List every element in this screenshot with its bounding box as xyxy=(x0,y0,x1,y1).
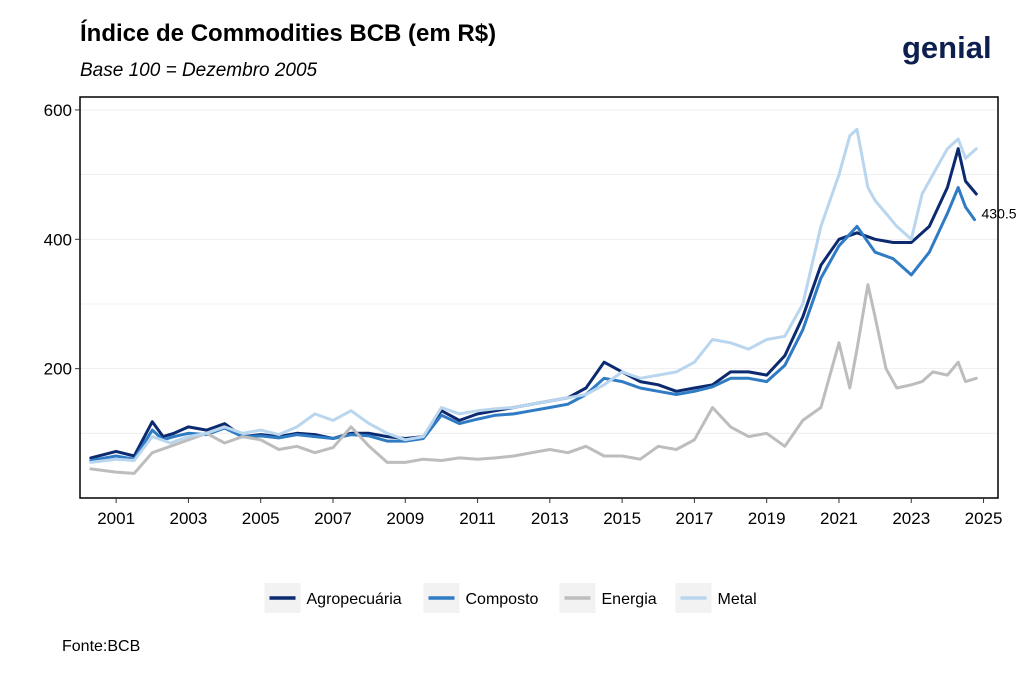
x-tick-label: 2007 xyxy=(314,509,352,528)
series-line-metal xyxy=(89,127,978,464)
annotations: 430.5 xyxy=(982,206,1017,222)
source-note: Fonte:BCB xyxy=(62,638,141,655)
grid-lines xyxy=(80,109,998,434)
chart-title: Índice de Commodities BCB (em R$) xyxy=(80,20,497,47)
legend: Agropecuária Composto Energia Metal xyxy=(264,583,757,613)
x-tick-label: 2013 xyxy=(531,509,569,528)
series-line-energia xyxy=(89,283,978,475)
x-tick-label: 2001 xyxy=(97,509,135,528)
series-lines xyxy=(89,127,978,475)
x-tick-label: 2011 xyxy=(459,509,496,528)
y-tick-label: 200 xyxy=(44,360,72,379)
plot-border xyxy=(79,96,999,499)
series-line-composto xyxy=(89,186,976,462)
x-tick-label: 2017 xyxy=(675,509,713,528)
chart-subtitle: Base 100 = Dezembro 2005 xyxy=(80,60,318,81)
legend-label: Metal xyxy=(718,591,757,608)
x-tick-label: 2023 xyxy=(892,509,930,528)
x-tick-label: 2003 xyxy=(170,509,208,528)
x-tick-label: 2019 xyxy=(748,509,786,528)
x-tick-label: 2021 xyxy=(820,509,858,528)
x-tick-label: 2025 xyxy=(965,509,1003,528)
y-tick-label: 400 xyxy=(44,230,72,249)
logo-text: genial xyxy=(902,30,992,65)
end-value-label: 430.5 xyxy=(982,206,1017,222)
x-tick-label: 2009 xyxy=(386,509,424,528)
legend-label: Agropecuária xyxy=(307,591,402,608)
legend-label: Energia xyxy=(602,591,657,608)
x-tick-label: 2015 xyxy=(603,509,641,528)
axes: 200 400 600 2001 2003 2005 2007 2009 2011 2013 201… xyxy=(44,96,1003,528)
legend-label: Composto xyxy=(466,591,539,608)
x-tick-label: 2005 xyxy=(242,509,280,528)
y-tick-label: 600 xyxy=(44,101,72,120)
genial-logo: genial xyxy=(902,30,992,66)
